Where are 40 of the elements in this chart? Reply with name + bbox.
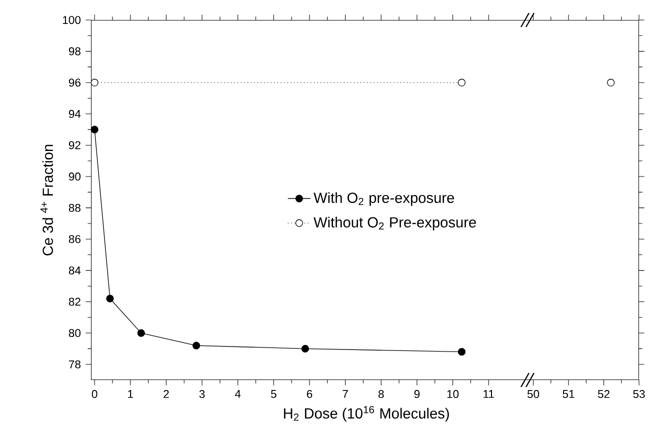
point bbox=[90, 126, 98, 134]
y-tick-label: 80 bbox=[68, 329, 81, 338]
x-tick-label: 50 bbox=[527, 390, 540, 398]
x-tick-label: 2 bbox=[164, 390, 169, 398]
y-tick-label: 90 bbox=[68, 172, 81, 181]
point bbox=[137, 329, 145, 337]
y-axis-title: Ce 3d $^{4+}$ Fraction bbox=[40, 144, 54, 256]
point bbox=[301, 344, 310, 352]
x-axis-title: H$_{2}$ Dose (10$^{16}$ Molecules) bbox=[284, 406, 449, 422]
x-tick-label: 7 bbox=[342, 390, 348, 398]
x-tick-label: 9 bbox=[414, 390, 420, 398]
x-tick-label: 4 bbox=[234, 390, 241, 398]
legend-label: Without O$_{2}$ Pre-exposure bbox=[314, 216, 476, 230]
y-tick-label: 88 bbox=[68, 204, 80, 212]
y-tick-label: 98 bbox=[68, 47, 80, 56]
point bbox=[106, 294, 114, 302]
x-tick-label: 3 bbox=[199, 390, 205, 398]
point bbox=[458, 348, 466, 356]
x-tick-label: 11 bbox=[484, 390, 494, 398]
x-tick-label: 5 bbox=[271, 390, 276, 398]
y-tick-label: 92 bbox=[68, 141, 80, 150]
point bbox=[458, 78, 466, 86]
y-tick-label: 84 bbox=[68, 266, 81, 274]
y-tick-label: 94 bbox=[68, 110, 81, 118]
x-tick-label: 53 bbox=[633, 390, 645, 398]
x-tick-label: 52 bbox=[598, 390, 610, 398]
x-tick-label: 0 bbox=[92, 390, 98, 398]
x-tick-label: 10 bbox=[447, 390, 459, 398]
x-tick-label: 1 bbox=[128, 390, 133, 398]
x-tick-label: 6 bbox=[306, 390, 312, 398]
y-tick-label: 82 bbox=[68, 298, 80, 306]
legend-label: With O$_{2}$ pre-exposure bbox=[314, 192, 454, 206]
point bbox=[192, 342, 200, 350]
y-tick-label: 86 bbox=[68, 235, 80, 244]
x-tick-label: 8 bbox=[378, 390, 384, 398]
x-tick-label: 51 bbox=[562, 390, 574, 398]
y-tick-label: 96 bbox=[68, 78, 80, 87]
y-tick-label: 100 bbox=[62, 16, 81, 24]
y-tick-label: 78 bbox=[68, 360, 80, 368]
point bbox=[90, 78, 98, 86]
